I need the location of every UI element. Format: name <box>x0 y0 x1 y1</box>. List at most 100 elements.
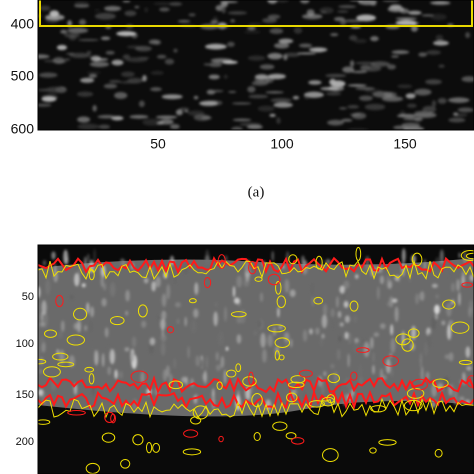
texture <box>213 311 218 327</box>
texture <box>435 313 438 320</box>
texture <box>453 112 459 116</box>
texture <box>247 86 256 93</box>
texture <box>355 246 362 262</box>
texture <box>143 277 149 284</box>
texture <box>188 13 196 17</box>
texture <box>216 381 223 390</box>
texture <box>104 411 116 423</box>
caption: (a) <box>248 184 265 200</box>
texture <box>105 50 115 55</box>
texture <box>114 369 118 380</box>
texture <box>407 103 417 108</box>
texture <box>251 80 269 86</box>
texture <box>190 319 197 334</box>
texture <box>78 322 81 333</box>
texture <box>94 12 116 20</box>
texture <box>353 315 357 324</box>
texture <box>134 5 140 9</box>
texture <box>325 73 347 78</box>
texture <box>70 294 74 300</box>
texture <box>121 71 135 78</box>
texture <box>181 376 187 383</box>
texture <box>109 282 116 297</box>
texture <box>109 79 121 83</box>
texture <box>422 290 425 302</box>
texture <box>183 429 199 438</box>
texture <box>308 400 325 408</box>
texture <box>199 358 204 368</box>
texture <box>52 352 69 361</box>
texture <box>339 322 344 327</box>
texture <box>288 254 298 265</box>
texture <box>219 282 223 288</box>
texture <box>336 348 341 361</box>
texture <box>259 64 275 70</box>
texture <box>248 261 257 275</box>
texture <box>199 100 218 107</box>
texture <box>215 364 222 371</box>
texture <box>422 105 437 113</box>
texture <box>248 94 269 99</box>
texture <box>78 19 87 26</box>
texture <box>434 448 443 458</box>
texture <box>92 341 95 354</box>
texture <box>391 55 399 58</box>
texture <box>116 31 137 37</box>
texture <box>76 91 94 97</box>
texture <box>66 334 85 346</box>
texture <box>142 118 163 126</box>
texture <box>321 314 328 329</box>
texture <box>343 300 349 308</box>
texture <box>43 329 57 338</box>
texture <box>179 107 190 111</box>
texture <box>419 352 423 369</box>
texture <box>119 81 139 84</box>
texture <box>151 281 156 292</box>
texture <box>125 310 129 316</box>
texture <box>51 251 56 260</box>
texture <box>101 432 116 443</box>
texture <box>407 10 422 15</box>
texture <box>69 34 77 41</box>
y-tick-label: 200 <box>16 436 34 448</box>
texture <box>382 0 400 3</box>
texture <box>447 324 452 340</box>
texture <box>266 342 273 359</box>
texture <box>169 2 183 6</box>
texture <box>426 332 432 348</box>
texture <box>466 366 472 371</box>
texture <box>210 20 219 24</box>
texture <box>232 118 252 122</box>
texture <box>418 52 427 57</box>
texture <box>145 441 153 454</box>
texture <box>124 347 130 352</box>
texture <box>326 394 336 404</box>
texture <box>271 250 274 262</box>
texture <box>164 58 175 65</box>
texture <box>370 405 387 413</box>
texture <box>59 349 65 364</box>
y-tick-label: 500 <box>11 68 35 84</box>
texture <box>194 282 199 295</box>
texture <box>287 381 305 389</box>
texture <box>94 9 101 12</box>
texture <box>431 0 451 6</box>
texture <box>231 126 243 130</box>
texture <box>275 0 289 3</box>
texture <box>156 54 167 59</box>
texture <box>364 103 386 111</box>
texture <box>405 93 416 99</box>
texture <box>300 0 310 4</box>
texture <box>38 103 52 107</box>
texture <box>177 19 191 23</box>
texture <box>77 116 91 123</box>
texture <box>293 27 303 34</box>
texture <box>160 341 166 356</box>
texture <box>347 84 367 87</box>
texture <box>459 396 465 401</box>
texture <box>308 80 322 85</box>
texture <box>169 255 175 266</box>
texture <box>458 292 461 306</box>
texture <box>56 44 68 51</box>
texture <box>278 354 285 361</box>
